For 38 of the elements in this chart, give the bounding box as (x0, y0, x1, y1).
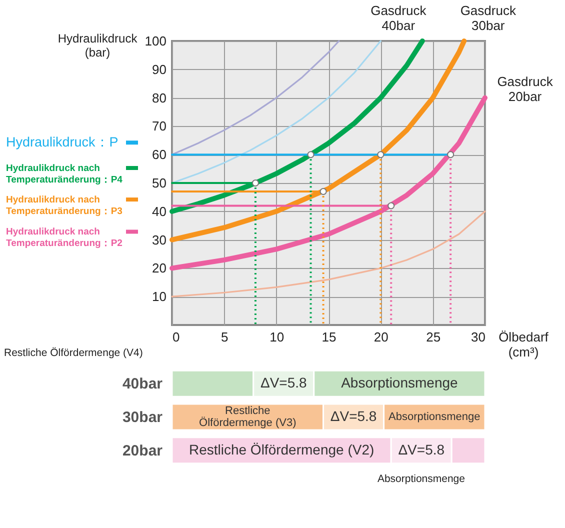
data-label: ΔV=5.8 (260, 374, 308, 391)
text: Restliche Ölfördermenge (V4) (4, 347, 143, 359)
legend-label: Hydraulikdruck nach Temperaturänderung：P4 (6, 163, 124, 186)
y-tick-label: 40bar (122, 376, 163, 393)
x-tick-label: 0 (172, 330, 180, 344)
y-tick-label: 70 (152, 118, 166, 134)
series-label: Gasdruck 40bar (370, 3, 427, 33)
series-label: Gasdruck 20bar (497, 74, 554, 104)
text: Absorptionsmenge (377, 473, 466, 485)
data-label: Restliche Ölfördermenge (V2) (188, 441, 374, 458)
data-label: Restliche Ölfördermenge (V3) (199, 405, 296, 429)
y-tick-label: 50 (152, 176, 166, 190)
series-label: Gasdruck 30bar (460, 3, 516, 33)
y-tick-label: 90 (152, 62, 166, 77)
y-tick-label: 10 (152, 289, 166, 304)
y-tick-label: 30bar (122, 409, 163, 426)
x-axis-title: Ölbedarf (cm³) (498, 330, 549, 360)
x-tick-label: 20 (374, 330, 388, 344)
y-tick-label: 100 (144, 34, 166, 48)
x-tick-label: 10 (270, 330, 284, 344)
y-tick-label: 40 (152, 204, 166, 219)
y-tick-label: 80 (152, 90, 166, 106)
x-tick-label: 5 (221, 330, 228, 344)
y-tick-label: 30 (152, 232, 166, 248)
data-label: Absorptionsmenge (341, 374, 458, 391)
legend-label: Hydraulikdruck：P (6, 134, 118, 150)
x-tick-label: 15 (322, 330, 336, 344)
y-tick-label: 20bar (122, 442, 163, 460)
y-tick-label: 20 (152, 260, 166, 276)
x-tick-label: 25 (426, 330, 441, 344)
data-label: ΔV=5.8 (330, 408, 377, 424)
legend-label: Hydraulikdruck nach Temperaturänderung：P3 (6, 194, 122, 218)
x-tick-label: 30 (471, 330, 486, 344)
y-axis-title: Hydraulikdruck (bar) (58, 32, 138, 60)
data-label: Absorptionsmenge (388, 411, 480, 423)
legend-label: Hydraulikdruck nach Temperaturänderung：P2 (6, 226, 122, 250)
y-tick-label: 60 (152, 147, 166, 162)
data-label: ΔV=5.8 (398, 441, 445, 458)
